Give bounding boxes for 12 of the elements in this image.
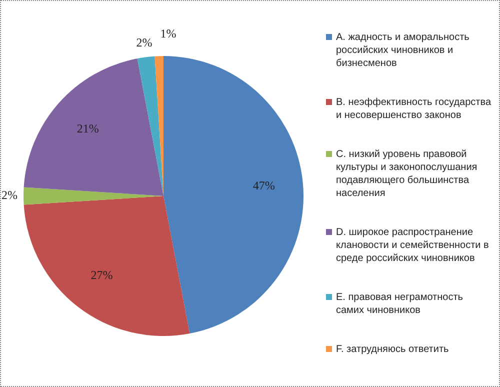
legend-label: E. правовая неграмотность самих чиновников: [336, 292, 464, 316]
data-label: 1%: [160, 26, 176, 40]
data-label: 2%: [2, 188, 18, 202]
legend-label: F. затрудняюсь ответить: [336, 344, 449, 355]
data-label: 21%: [76, 121, 99, 136]
legend-label: A. жадность и аморальность российских чиновников и бизнесменов: [336, 32, 470, 69]
data-label: 27%: [90, 268, 113, 282]
legend-label: B. неэффективность государства и несовершенство законов: [336, 97, 492, 121]
data-label: 2%: [136, 35, 152, 50]
legend-label: D. широкое распространение клановости и семейственности в среде российских чиновников: [336, 227, 489, 264]
legend-label: C. низкий уровень правовой культуры и законопослушания подавляющего большинства населения: [336, 149, 478, 199]
data-label: 47%: [252, 178, 275, 193]
